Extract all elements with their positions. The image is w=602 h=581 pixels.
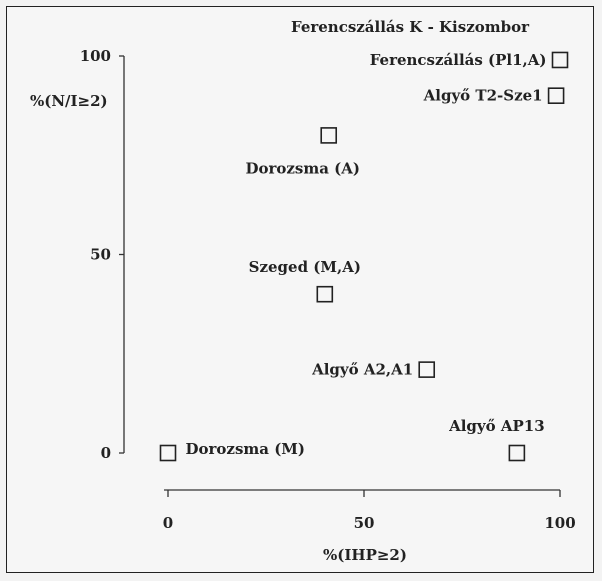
data-point-marker (551, 51, 569, 69)
data-point-label: Dorozsma (M) (186, 440, 306, 458)
data-point-marker (320, 127, 338, 144)
x-axis-label: %(IHP≥2) (323, 546, 407, 564)
data-point-label: Algyő T2-Sze1 (423, 87, 543, 105)
y-tick-label: 100 (80, 47, 111, 65)
x-tick-label: 0 (163, 514, 173, 532)
data-point-label: Algyő AP13 (448, 417, 545, 435)
data-point-label: Algyő A2,A1 (311, 361, 413, 379)
data-point-label: Ferencszállás (Pl1,A) (370, 51, 547, 69)
data-point-label: Dorozsma (A) (245, 159, 360, 177)
y-axis-label: %(N/I≥2) (30, 92, 108, 110)
x-tick-label: 50 (354, 514, 375, 532)
data-points: Ferencszállás (Pl1,A) Algyő T2-Sze1 Dorozs… (159, 51, 569, 462)
data-point-marker (316, 285, 334, 303)
data-point-label: Szeged (M,A) (249, 258, 361, 276)
data-point-marker (418, 361, 436, 378)
y-tick-label: 0 (101, 444, 111, 462)
y-tick-label: 50 (90, 246, 111, 264)
data-point-marker (508, 444, 526, 462)
figure-frame (6, 6, 594, 573)
x-tick-label: 100 (544, 514, 575, 532)
axes: 0 50 100 0 50 100 (80, 47, 576, 532)
data-point-marker (547, 87, 565, 104)
data-point-marker (159, 444, 177, 462)
chart-title: Ferencszállás K - Kiszombor (291, 18, 530, 36)
